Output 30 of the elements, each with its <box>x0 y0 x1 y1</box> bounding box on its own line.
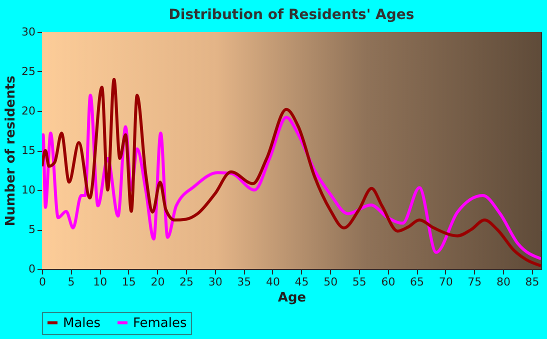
x-tick-label: 55 <box>352 276 366 288</box>
x-tick-label: 35 <box>237 276 252 288</box>
x-tick-label: 15 <box>122 276 136 288</box>
x-tick-label: 10 <box>93 276 108 288</box>
y-tick-label: 15 <box>22 144 36 157</box>
x-tick-label: 25 <box>180 276 194 288</box>
y-tick-label: 25 <box>22 65 36 78</box>
x-tick-label: 0 <box>39 276 46 288</box>
x-tick-label: 30 <box>208 276 222 288</box>
x-tick-label: 85 <box>525 276 540 288</box>
x-tick-label: 20 <box>150 276 165 288</box>
x-tick-label: 70 <box>438 276 453 288</box>
x-tick-label: 60 <box>381 276 396 288</box>
y-tick-label: 10 <box>22 184 36 196</box>
x-tick-label: 75 <box>468 276 482 288</box>
x-tick-label: 45 <box>294 276 309 288</box>
x-axis-title: Age <box>278 290 306 306</box>
y-axis-title: Number of residents <box>4 75 19 226</box>
legend-label: Females <box>133 316 188 331</box>
y-tick-label: 30 <box>22 26 36 38</box>
x-tick-label: 65 <box>410 276 424 288</box>
x-tick-label: 80 <box>496 276 510 288</box>
y-tick-label: 5 <box>28 223 36 236</box>
y-tick-label: 0 <box>28 262 36 276</box>
y-tick-label: 20 <box>22 104 36 118</box>
x-tick-label: 5 <box>68 276 75 288</box>
chart-title: Distribution of Residents' Ages <box>168 7 414 23</box>
x-tick-label: 40 <box>266 276 280 288</box>
legend-label: Males <box>63 316 101 331</box>
x-tick-label: 50 <box>324 276 338 288</box>
